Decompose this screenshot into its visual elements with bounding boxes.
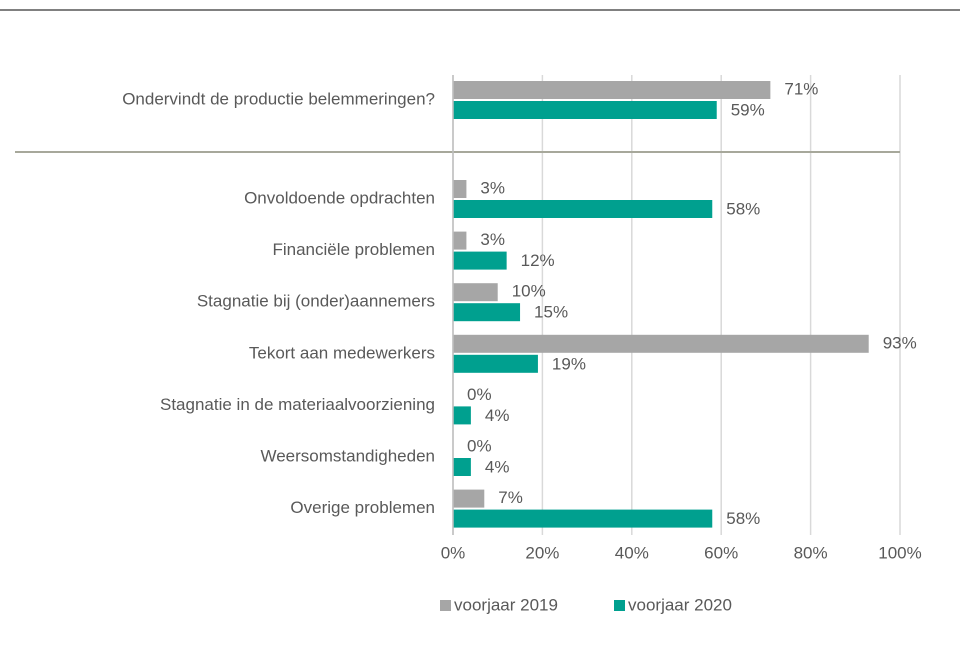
legend-label: voorjaar 2020	[628, 595, 732, 614]
value-label: 3%	[480, 178, 505, 197]
bar	[453, 101, 717, 119]
value-label: 12%	[521, 251, 555, 270]
x-tick-label: 100%	[878, 543, 921, 562]
legend-swatch	[440, 600, 451, 611]
bar	[453, 251, 507, 270]
value-label: 58%	[726, 199, 760, 218]
y-tick-label: Stagnatie in de materiaalvoorziening	[160, 395, 435, 414]
x-tick-label: 20%	[525, 543, 559, 562]
y-tick-label: Ondervindt de productie belemmeringen?	[122, 89, 435, 108]
value-label: 59%	[731, 100, 765, 119]
x-tick-label: 40%	[615, 543, 649, 562]
y-tick-label: Onvoldoende opdrachten	[244, 188, 435, 207]
x-tick-label: 60%	[704, 543, 738, 562]
value-label: 0%	[467, 385, 492, 404]
value-label: 7%	[498, 488, 523, 507]
y-tick-label: Weersomstandigheden	[260, 446, 435, 465]
value-label: 15%	[534, 303, 568, 322]
legend-swatch	[614, 600, 625, 611]
value-label: 58%	[726, 509, 760, 528]
value-label: 93%	[883, 333, 917, 352]
x-tick-label: 80%	[794, 543, 828, 562]
x-tick-label: 0%	[441, 543, 466, 562]
y-tick-label: Stagnatie bij (onder)aannemers	[197, 292, 435, 311]
bar	[453, 406, 471, 425]
bar	[453, 81, 771, 99]
value-label: 4%	[485, 457, 510, 476]
value-label: 71%	[784, 79, 818, 98]
bar	[453, 303, 521, 322]
bar	[453, 283, 498, 302]
bar	[453, 180, 467, 198]
y-tick-label: Financiële problemen	[272, 240, 435, 259]
value-label: 3%	[480, 230, 505, 249]
bar	[453, 334, 869, 353]
value-label: 19%	[552, 354, 586, 373]
bar	[453, 509, 713, 528]
y-tick-label: Tekort aan medewerkers	[249, 343, 435, 362]
y-tick-label: Overige problemen	[290, 498, 435, 517]
bar	[453, 458, 471, 476]
value-label: 4%	[485, 406, 510, 425]
value-label: 10%	[512, 282, 546, 301]
bar	[453, 200, 713, 218]
value-label: 0%	[467, 436, 492, 455]
legend-label: voorjaar 2019	[454, 595, 558, 614]
bar	[453, 489, 485, 508]
bar	[453, 354, 538, 373]
bar	[453, 231, 467, 250]
